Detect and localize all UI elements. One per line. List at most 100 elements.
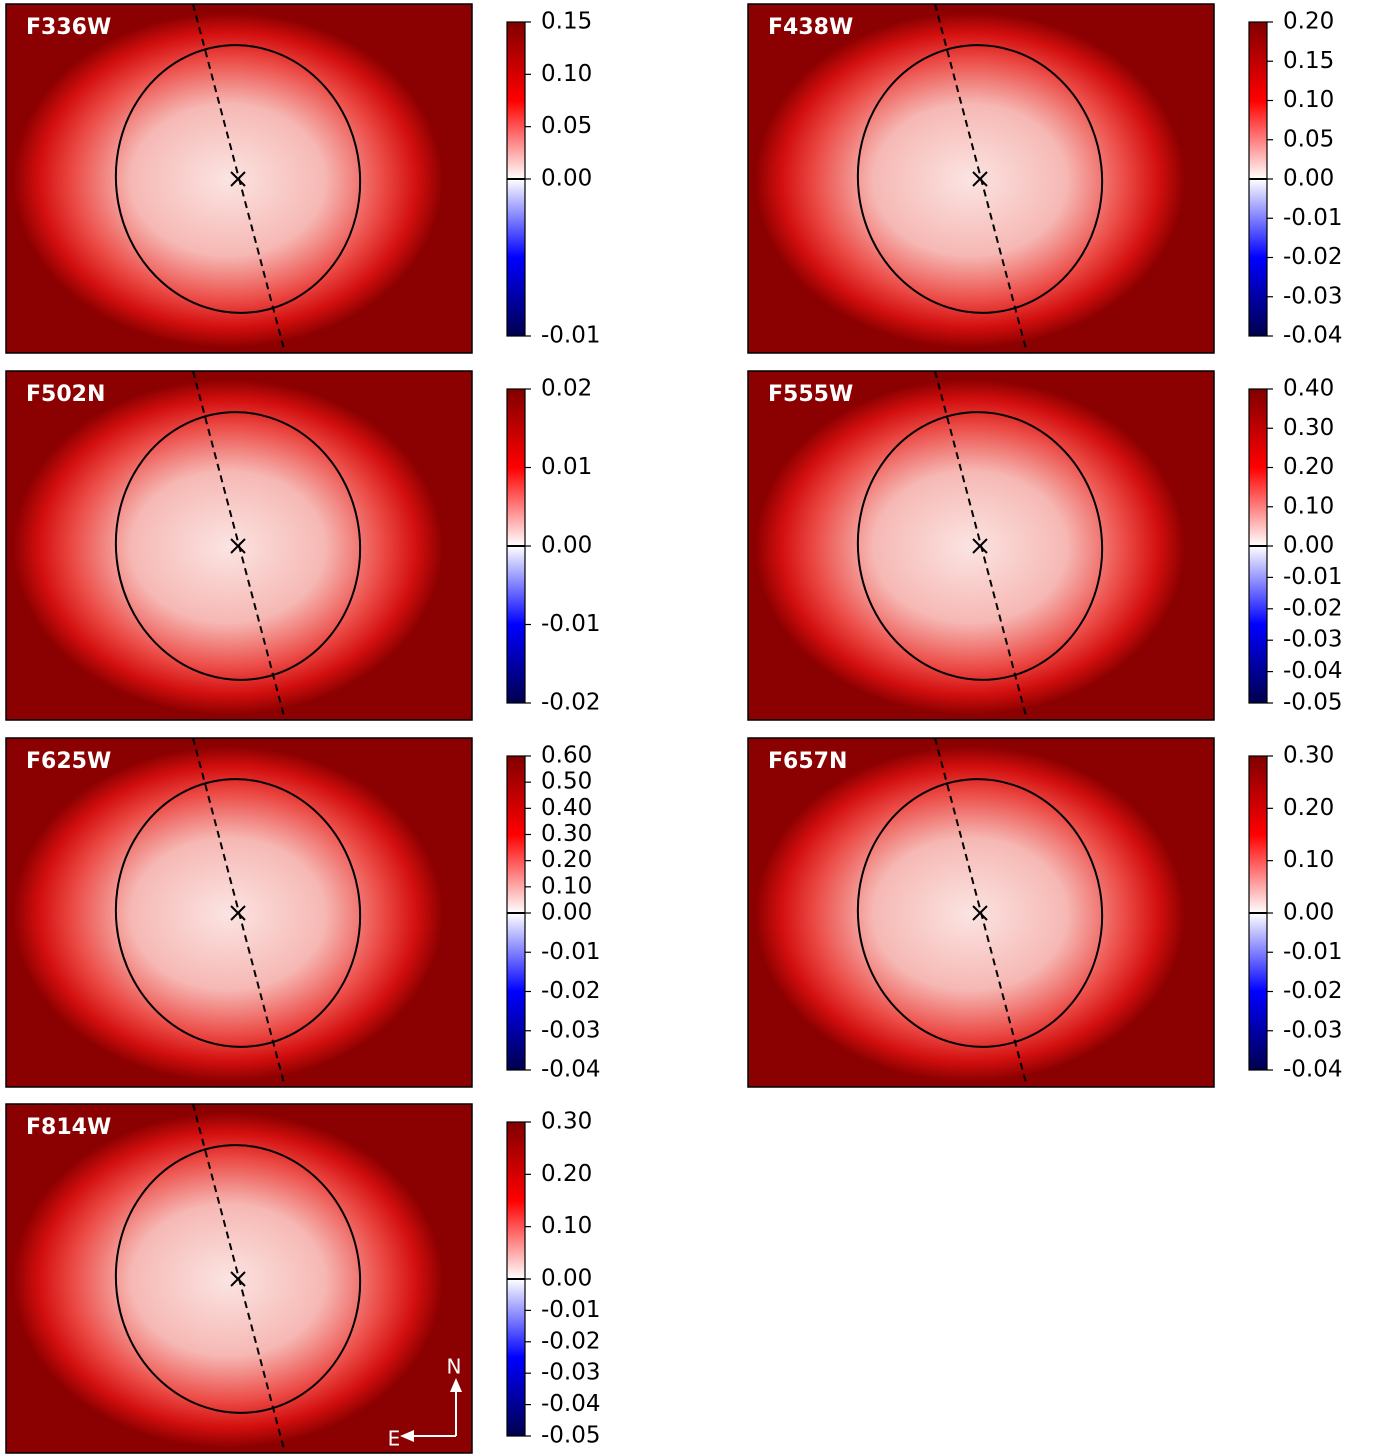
panel-title: F555W [768, 382, 853, 407]
colorbar-tick-label: -0.01 [1283, 564, 1343, 590]
center-marker [230, 538, 246, 554]
colorbar-tick-label: 0.10 [541, 61, 592, 87]
colorbar-tick-label: -0.04 [541, 1057, 601, 1083]
panel: F336W 0.15 0.10 0.05 0.00 -0.01 [5, 3, 601, 354]
colorbar-tick-label: 0.30 [541, 821, 592, 847]
compass-east: E [388, 1427, 401, 1451]
colorbar-tick-label: -0.01 [541, 939, 601, 965]
aperture-ellipse [856, 44, 1104, 314]
colorbar-tick-label: -0.01 [541, 611, 601, 637]
aperture-ellipse [856, 411, 1104, 681]
map-emission [755, 746, 1185, 1082]
center-marker [972, 538, 988, 554]
map-emission [755, 12, 1185, 348]
colorbar-tick-label: -0.04 [1283, 658, 1343, 684]
colorbar-tick-label: 0.10 [541, 1213, 592, 1239]
colorbar-tick-label: 0.20 [1283, 795, 1334, 821]
aperture-ellipse [114, 1144, 362, 1414]
colorbar-tick-label: 0.10 [1283, 493, 1334, 519]
center-marker [230, 171, 246, 187]
panel-title: F625W [26, 749, 111, 774]
colorbar-tick-label: 0.00 [541, 1266, 592, 1292]
colorbar-tick-label: 0.10 [1283, 87, 1334, 113]
colorbar-tick-label: 0.30 [541, 1109, 592, 1135]
panel: F625W 0.600.500.400.300.200.100.00 -0.01 -0… [5, 737, 601, 1088]
colorbar-tick-label: -0.02 [541, 690, 601, 716]
colorbar-tick-label: 0.20 [1283, 454, 1334, 480]
map-frame [5, 737, 473, 1088]
colorbar-tick-label: -0.01 [541, 323, 601, 349]
colorbar-tick-label: 0.00 [1283, 533, 1334, 559]
colorbar-tick-label: 0.20 [541, 847, 592, 873]
map-frame [747, 737, 1215, 1088]
colorbar-tick-label: -0.01 [1283, 939, 1343, 965]
map-emission [13, 379, 443, 715]
colorbar-tick-label: -0.02 [1283, 595, 1343, 621]
center-marker [230, 905, 246, 921]
map-emission [13, 12, 443, 348]
compass-heads [400, 1378, 462, 1442]
center-marker [972, 905, 988, 921]
colorbar-tick-label: 0.00 [541, 166, 592, 192]
colorbar-tick-label: -0.01 [1283, 205, 1343, 231]
map [6, 4, 472, 353]
map [748, 4, 1214, 353]
colorbar-tick-label: -0.04 [1283, 1057, 1343, 1083]
colorbar-tick-label: 0.01 [541, 454, 592, 480]
colorbar-tick-label: -0.01 [541, 1297, 601, 1323]
map [6, 371, 472, 720]
colorbar-tick-label: -0.03 [1283, 1017, 1343, 1043]
panel: F814W N E 0.30 0.20 0.10 0.00 -0.01 -0.02 -0.03 -0… [5, 1103, 601, 1454]
colorbar-tick-label: -0.03 [541, 1017, 601, 1043]
panel-title: F502N [26, 382, 105, 407]
colorbar-tick-label: -0.03 [1283, 627, 1343, 653]
compass-north: N [447, 1355, 462, 1379]
colorbar-tick-label: -0.03 [541, 1360, 601, 1386]
map [748, 738, 1214, 1087]
map-frame [5, 1103, 473, 1454]
map-frame [747, 3, 1215, 354]
compass-arrows [412, 1390, 457, 1437]
colorbar-tick-label: 0.15 [1283, 48, 1334, 74]
colorbar-tick-label: 0.00 [541, 533, 592, 559]
panel-title: F438W [768, 15, 853, 40]
colorbar-tick-label: -0.02 [1283, 244, 1343, 270]
colorbar-tick-label: 0.00 [1283, 166, 1334, 192]
colorbar-tick-label: 0.20 [541, 1161, 592, 1187]
colorbar-tick-label: 0.10 [541, 873, 592, 899]
aperture-ellipse [114, 778, 362, 1048]
panel: F502N 0.02 0.01 0.00 -0.01 -0.02 [5, 370, 601, 721]
colorbar-tick-label: 0.50 [541, 769, 592, 795]
panel: F438W 0.20 0.15 0.10 0.05 0.00 -0.01 -0.02 -0.03… [747, 3, 1343, 354]
panel: F555W 0.40 0.30 0.20 0.10 0.00 -0.01 -0.02 -0.03… [747, 370, 1343, 721]
colorbar-tick-label: 0.05 [541, 113, 592, 139]
colorbar-tick-label: -0.04 [541, 1391, 601, 1417]
colorbar-tick-label: -0.05 [541, 1423, 601, 1449]
colorbar-tick-label: 0.40 [541, 795, 592, 821]
map-frame [747, 370, 1215, 721]
panel: F657N 0.30 0.20 0.10 0.00 -0.01 -0.02 -0.03 -0.0… [747, 737, 1343, 1088]
center-marker [230, 1271, 246, 1287]
colorbar-tick-label: 0.05 [1283, 126, 1334, 152]
colorbar-tick-label: 0.02 [541, 376, 592, 402]
panel-title: F336W [26, 15, 111, 40]
colorbar-tick-label: 0.30 [1283, 415, 1334, 441]
colorbar-tick-label: 0.30 [1283, 743, 1334, 769]
map [6, 1104, 472, 1453]
colorbar-tick-label: -0.02 [541, 978, 601, 1004]
colorbar-tick-label: -0.04 [1283, 323, 1343, 349]
aperture-ellipse [114, 411, 362, 681]
aperture-ellipse [114, 44, 362, 314]
map-frame [5, 370, 473, 721]
colorbar-tick-label: -0.02 [1283, 978, 1343, 1004]
map-emission [13, 746, 443, 1082]
colorbar-tick-label: -0.02 [541, 1328, 601, 1354]
colorbar-tick-label: 0.00 [541, 900, 592, 926]
aperture-ellipse [856, 778, 1104, 1048]
colorbar-tick-label: 0.60 [541, 743, 592, 769]
colorbar-tick-label: 0.20 [1283, 9, 1334, 35]
colorbar-tick-label: 0.00 [1283, 900, 1334, 926]
panel-title: F814W [26, 1115, 111, 1140]
map [6, 738, 472, 1087]
